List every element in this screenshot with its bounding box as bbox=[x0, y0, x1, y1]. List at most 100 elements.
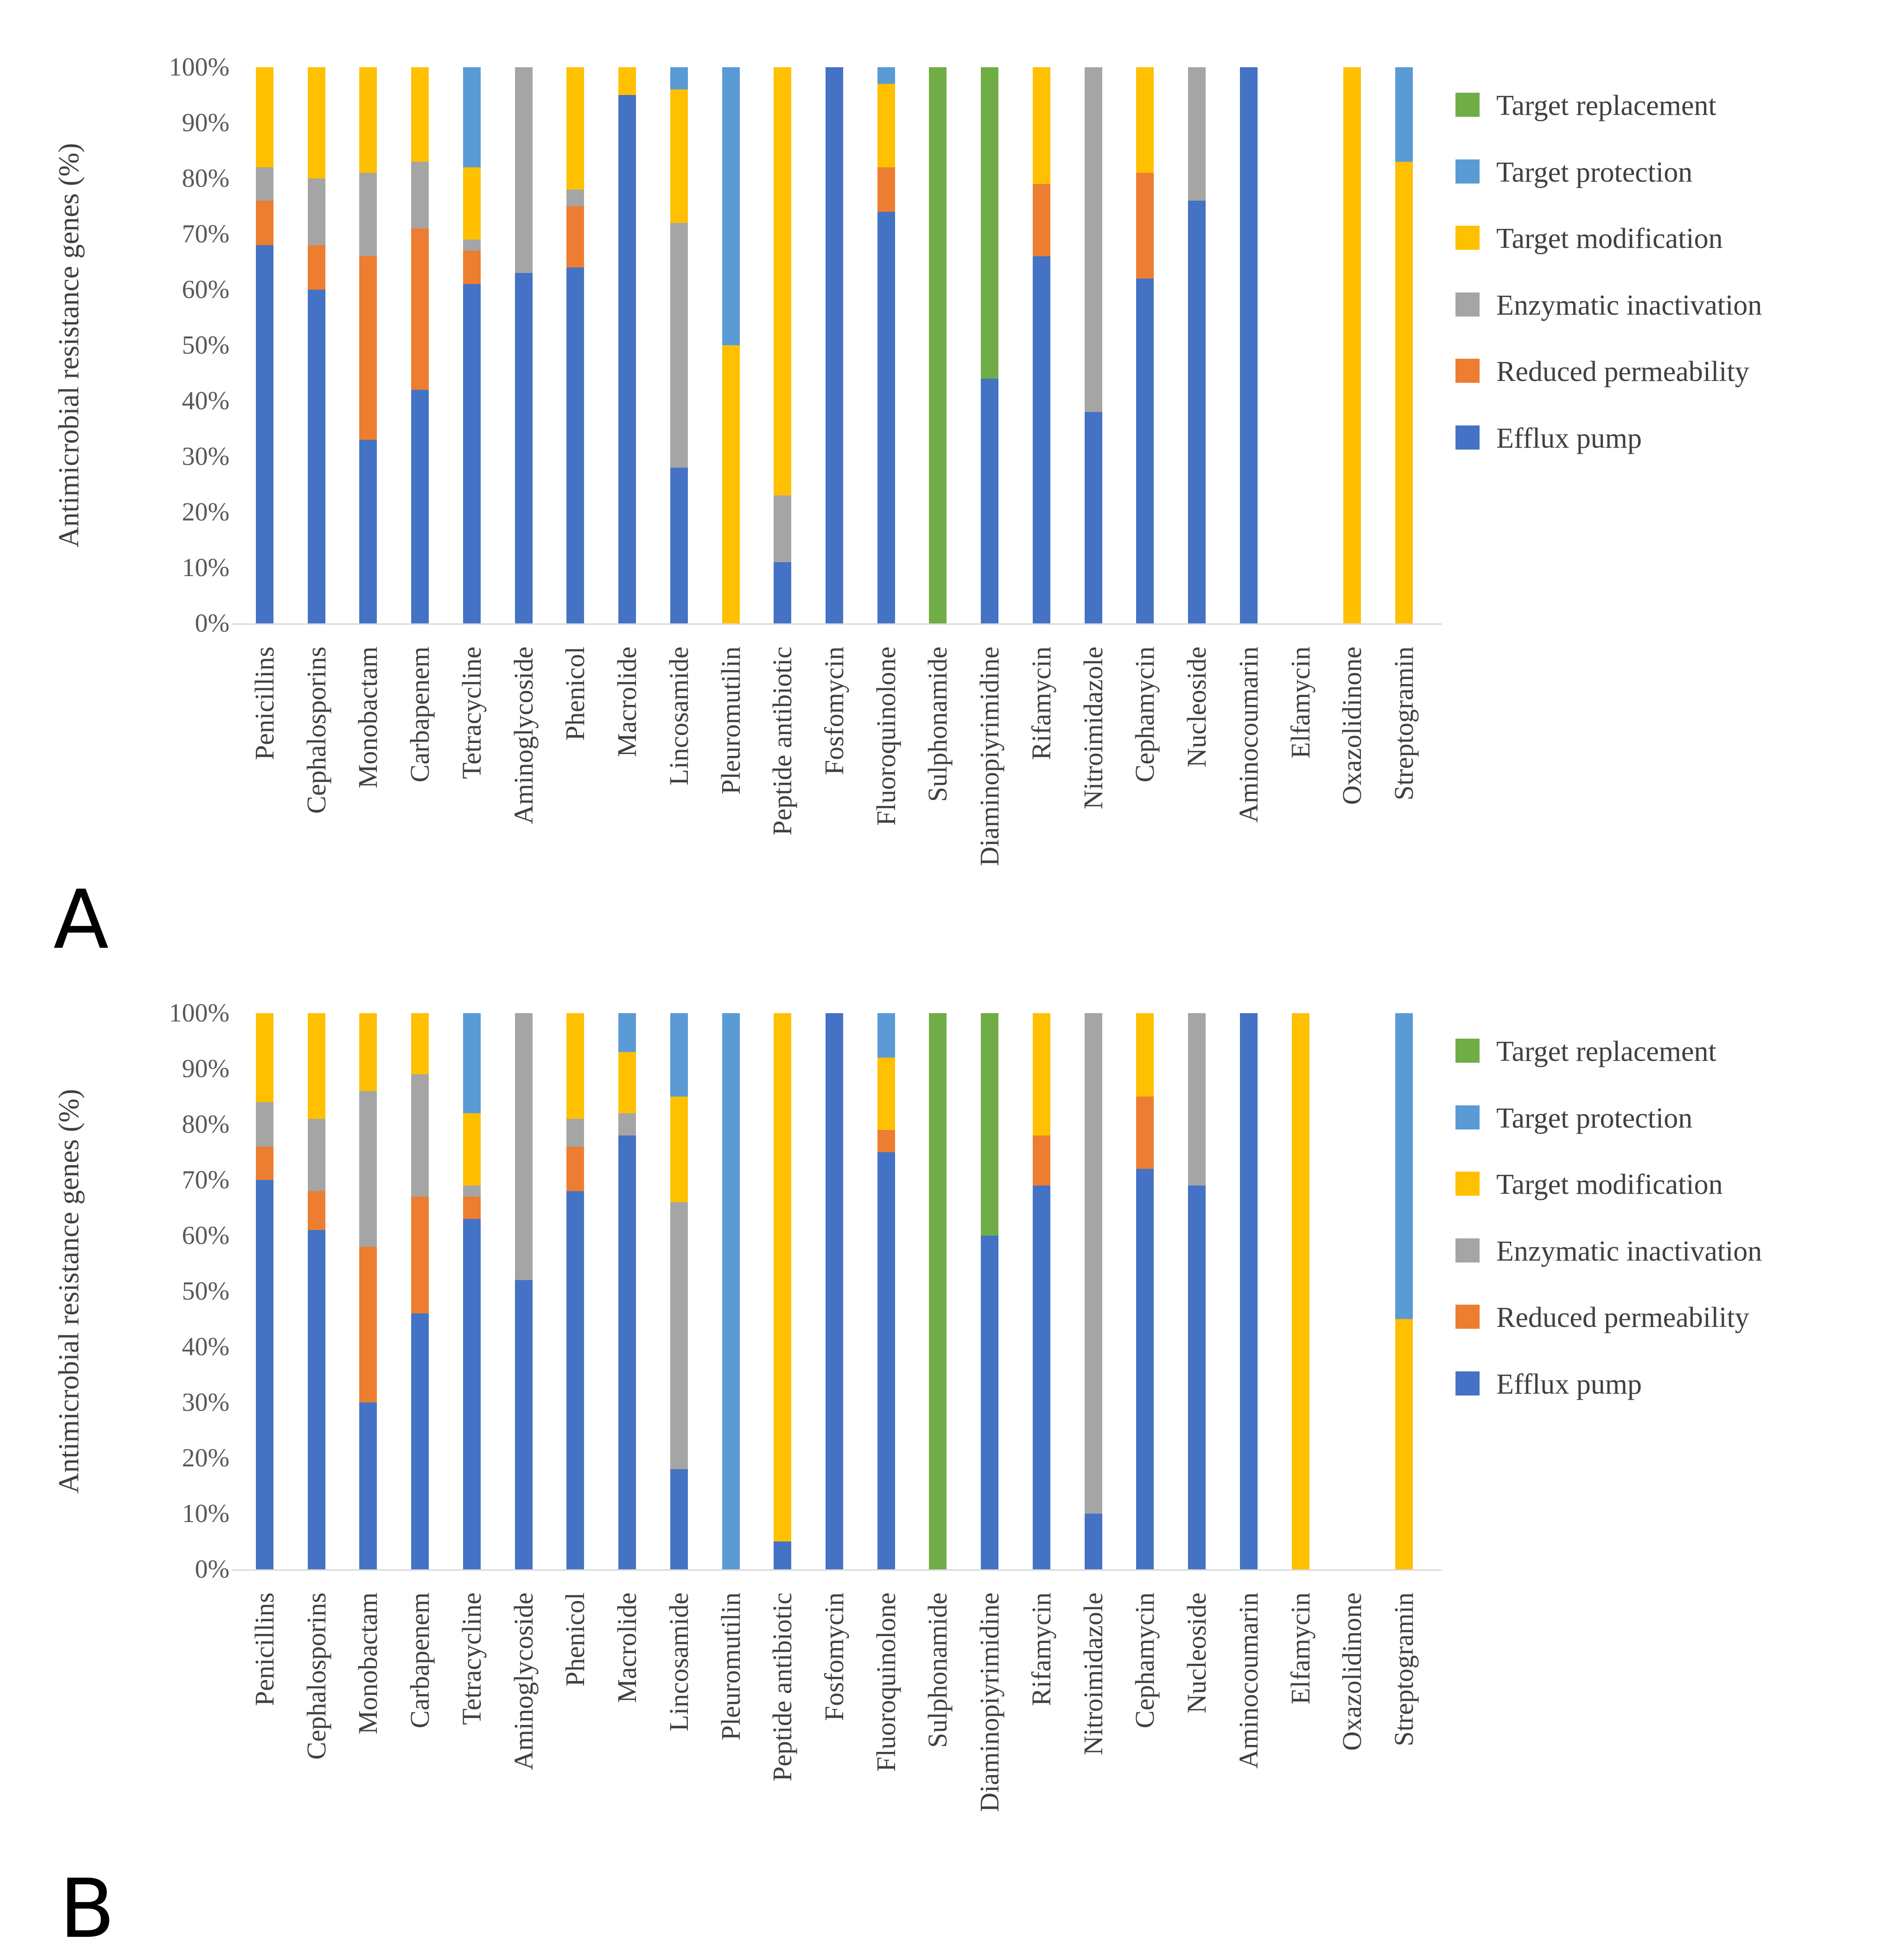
category-label: Cephalosporins bbox=[301, 1592, 331, 1760]
category-label: Macrolide bbox=[612, 647, 642, 757]
bar-segment bbox=[1032, 1135, 1050, 1186]
bar-segment bbox=[359, 1402, 377, 1569]
y-tick-label: 100% bbox=[169, 999, 229, 1028]
category-label: Fluoroquinolone bbox=[871, 1592, 901, 1772]
y-tick-label: 90% bbox=[182, 1054, 229, 1083]
legend-swatch bbox=[1455, 292, 1480, 317]
bar-segment bbox=[722, 345, 740, 623]
y-tick-label: 60% bbox=[182, 1221, 229, 1250]
category-label: Aminoglycoside bbox=[508, 647, 539, 825]
x-axis-line bbox=[232, 623, 1442, 625]
bar-segment bbox=[359, 67, 377, 173]
category-label: Penicillins bbox=[249, 647, 280, 760]
y-tick-label: 30% bbox=[182, 1388, 229, 1417]
y-tick-label: 20% bbox=[182, 1444, 229, 1472]
bar-segment bbox=[670, 1469, 688, 1569]
bar-segment bbox=[877, 167, 895, 212]
y-tick-label: 40% bbox=[182, 387, 229, 415]
category-label: Cephamycin bbox=[1130, 1592, 1160, 1729]
category-label: Lincosamide bbox=[663, 1592, 694, 1732]
bar-segment bbox=[307, 290, 325, 623]
bar-segment bbox=[566, 267, 585, 623]
bar-segment bbox=[359, 1013, 377, 1091]
panel-label-a: A bbox=[53, 873, 109, 967]
bar-segment bbox=[566, 1191, 585, 1569]
legend-label: Target protection bbox=[1496, 156, 1693, 188]
legend-label: Reduced permeability bbox=[1496, 356, 1749, 387]
bar-segment bbox=[1084, 412, 1102, 623]
bar-segment bbox=[1136, 1013, 1154, 1097]
category-label: Aminocoumarin bbox=[1233, 1592, 1264, 1769]
bar-segment bbox=[826, 1013, 843, 1569]
bar-segment bbox=[1239, 1013, 1258, 1569]
bar-segment bbox=[255, 1102, 273, 1147]
category-label: Nucleoside bbox=[1182, 1592, 1212, 1713]
legend-swatch bbox=[1455, 1039, 1480, 1063]
legend-label: Efflux pump bbox=[1496, 422, 1642, 454]
x-axis-line bbox=[232, 1569, 1442, 1571]
bar-segment bbox=[877, 1058, 895, 1130]
legend-label: Enzymatic inactivation bbox=[1496, 289, 1762, 321]
bar-segment bbox=[722, 1013, 740, 1569]
legend-label: Reduced permeability bbox=[1496, 1302, 1749, 1333]
bar-segment bbox=[981, 67, 999, 379]
legend-label: Target replacement bbox=[1496, 1036, 1716, 1067]
chart-panel-b: Antimicrobial resistance genes (%) 0% 10%… bbox=[0, 946, 1900, 1919]
category-label: Carbapenem bbox=[405, 1592, 435, 1729]
bar-segment bbox=[463, 1186, 481, 1197]
bar-segment bbox=[877, 67, 895, 84]
bar-segment bbox=[515, 67, 533, 273]
bar-segment bbox=[255, 201, 273, 245]
y-tick-label: 50% bbox=[182, 1277, 229, 1306]
bar-segment bbox=[670, 1013, 688, 1097]
legend-swatch bbox=[1455, 359, 1480, 383]
legend-label: Target protection bbox=[1496, 1102, 1693, 1134]
bar-segment bbox=[463, 167, 481, 240]
bar-segment bbox=[307, 67, 325, 178]
bar-segment bbox=[877, 212, 895, 623]
category-label: Pleuromutilin bbox=[715, 647, 746, 794]
category-label: Peptide antibiotic bbox=[767, 1592, 798, 1782]
bar-segment bbox=[618, 1135, 636, 1569]
bar-segment bbox=[515, 1013, 533, 1280]
bar-segment bbox=[929, 1013, 947, 1569]
bar-segment bbox=[1188, 1013, 1206, 1186]
category-label: Cephamycin bbox=[1130, 647, 1160, 783]
category-label: Peptide antibiotic bbox=[767, 647, 798, 836]
category-label: Streptogramin bbox=[1389, 647, 1419, 800]
bar-segment bbox=[670, 1097, 688, 1202]
y-axis-title: Antimicrobial resistance genes (%) bbox=[53, 1089, 85, 1494]
category-label: Sulphonamide bbox=[922, 647, 953, 802]
bar-segment bbox=[307, 178, 325, 245]
bar-segment bbox=[774, 1541, 792, 1569]
category-label: Oxazolidinone bbox=[1337, 1592, 1367, 1751]
legend-swatch bbox=[1455, 159, 1480, 184]
bar-segment bbox=[566, 1119, 585, 1147]
category-label: Cephalosporins bbox=[301, 647, 331, 814]
bar-segment bbox=[463, 1197, 481, 1219]
bar-segment bbox=[618, 1052, 636, 1113]
bar-segment bbox=[255, 245, 273, 623]
bar-segment bbox=[463, 240, 481, 251]
bar-segment bbox=[774, 495, 792, 562]
category-label: Fosfomycin bbox=[819, 647, 849, 775]
bar-segment bbox=[1239, 67, 1258, 623]
bar-segment bbox=[1032, 1013, 1050, 1135]
y-tick-label: 10% bbox=[182, 553, 229, 582]
y-axis-title: Antimicrobial resistance genes (%) bbox=[53, 143, 85, 548]
y-tick-label: 40% bbox=[182, 1332, 229, 1361]
bar-segment bbox=[670, 89, 688, 223]
bar-segment bbox=[359, 440, 377, 623]
category-label: Tetracycline bbox=[456, 647, 487, 779]
bar-segment bbox=[515, 1280, 533, 1569]
bar-segment bbox=[981, 1013, 999, 1236]
y-tick-label: 90% bbox=[182, 108, 229, 137]
category-label: Monobactam bbox=[353, 647, 383, 789]
bar-segment bbox=[1395, 1013, 1413, 1319]
bar-segment bbox=[566, 1013, 585, 1119]
bar-segment bbox=[670, 67, 688, 89]
legend-label: Target replacement bbox=[1496, 90, 1716, 121]
bar-segment bbox=[670, 1202, 688, 1469]
y-tick-label: 50% bbox=[182, 331, 229, 360]
category-label: Pleuromutilin bbox=[715, 1592, 746, 1740]
